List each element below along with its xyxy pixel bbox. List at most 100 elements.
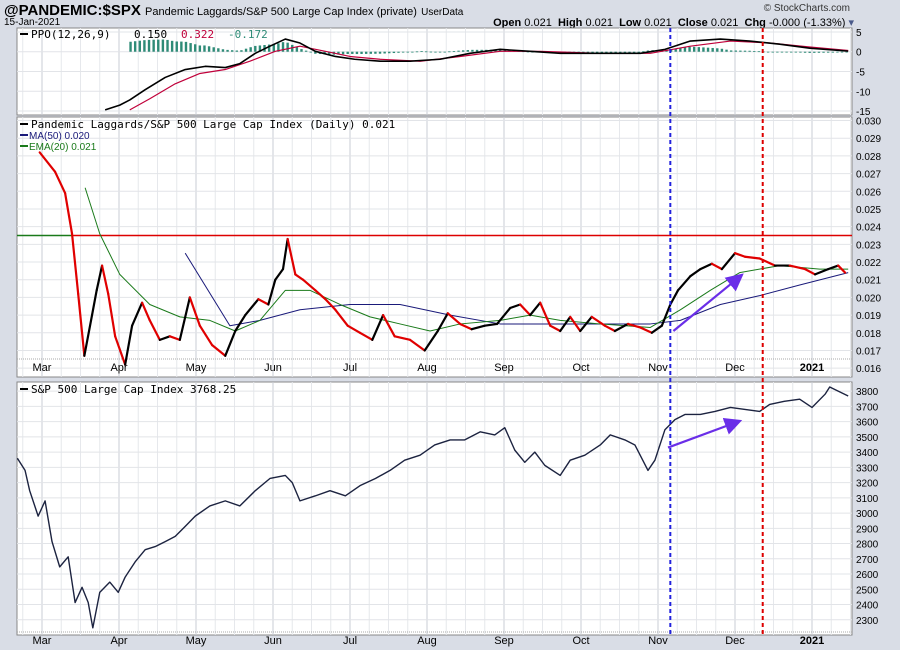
y-tick-label: 0.026 <box>856 187 881 198</box>
ratio-segment <box>267 278 277 306</box>
x-tick-label: Sep <box>494 362 514 374</box>
ma50-legend-swatch <box>20 134 28 136</box>
histogram-bar <box>337 51 340 55</box>
ratio-legend-label: Pandemic Laggards/S&P 500 Large Cap Inde… <box>31 118 395 131</box>
y-tick-label: 5 <box>856 28 862 39</box>
histogram-bar <box>360 51 363 54</box>
histogram-bar <box>341 51 345 55</box>
histogram-bar <box>235 50 239 52</box>
brand-watermark: © StockCharts.com <box>763 3 850 14</box>
histogram-bar <box>609 51 613 53</box>
ratio-segment <box>346 324 362 334</box>
spx-trend-arrow <box>667 417 743 449</box>
ema20-legend-label: EMA(20) 0.021 <box>29 142 97 153</box>
histogram-bar <box>221 49 225 52</box>
y-tick-label: 3600 <box>856 418 879 429</box>
ratio-segment <box>559 315 572 333</box>
ratio-segment <box>393 335 412 341</box>
ratio-segment <box>358 331 374 341</box>
ratio-segment <box>495 306 512 326</box>
x-tick-label: Jun <box>264 635 282 647</box>
ratio-segment <box>699 262 714 271</box>
open-label: Open <box>493 17 522 29</box>
ratio-segment <box>53 170 67 195</box>
histogram-bar <box>355 51 359 55</box>
histogram-bar <box>244 48 248 52</box>
histogram-bar <box>475 49 479 52</box>
histogram-bar <box>688 46 691 52</box>
x-tick-label: May <box>186 362 207 374</box>
histogram-bar <box>203 45 206 52</box>
histogram-bar <box>411 51 414 53</box>
ratio-segment <box>660 303 672 327</box>
chg-label: Chg <box>744 17 766 29</box>
ratio-segment <box>234 313 247 333</box>
ratio-segment <box>459 322 473 331</box>
histogram-bar <box>471 49 474 52</box>
ratio-segment <box>324 298 337 311</box>
histogram-bar <box>392 51 396 54</box>
ratio-segment <box>107 292 117 338</box>
y-tick-label: 3200 <box>856 479 879 490</box>
histogram-bar <box>632 51 636 53</box>
histogram-bar <box>378 51 382 54</box>
histogram-bar <box>309 51 312 53</box>
histogram-bar <box>147 39 151 52</box>
histogram-bar <box>642 51 645 53</box>
histogram-bar <box>739 50 742 52</box>
y-tick-label: 2400 <box>856 601 879 612</box>
histogram-bar <box>388 51 391 54</box>
high-value: 0.021 <box>585 17 613 29</box>
ratio-segment <box>483 322 499 327</box>
histogram-bar <box>614 51 617 53</box>
histogram-bar <box>605 51 608 53</box>
histogram-bar <box>397 51 400 53</box>
ratio-segment <box>689 268 702 278</box>
ratio-segment <box>669 289 680 306</box>
y-tick-label: 2900 <box>856 524 879 535</box>
histogram-bar <box>420 51 423 52</box>
y-tick-label: 0.023 <box>856 240 881 251</box>
histogram-bar <box>822 51 825 53</box>
histogram-bar <box>300 49 303 52</box>
histogram-bar <box>711 47 714 52</box>
histogram-bar <box>623 51 627 53</box>
y-tick-label: 0.020 <box>856 293 881 304</box>
ratio-segment <box>509 303 522 310</box>
histogram-bar <box>212 47 215 52</box>
ratio-segment <box>639 326 653 334</box>
ratio-segment <box>626 322 642 329</box>
ratio-segment <box>470 324 486 331</box>
ratio-segment <box>70 232 80 295</box>
histogram-bar <box>217 48 220 52</box>
y-tick-label: 2300 <box>856 616 879 627</box>
dropdown-caret-icon[interactable]: ▾ <box>848 17 854 29</box>
histogram-bar <box>254 45 257 52</box>
y-tick-label: 3500 <box>856 433 879 444</box>
histogram-bar <box>697 47 701 52</box>
histogram-bar <box>429 51 433 53</box>
ratio-legend-swatch <box>20 123 28 125</box>
histogram-bar <box>628 51 631 53</box>
y-tick-label: 0.029 <box>856 134 881 145</box>
histogram-bar <box>304 50 308 52</box>
histogram-bar <box>240 50 243 52</box>
x-tick-label: Apr <box>110 635 127 647</box>
y-tick-label: 0.019 <box>856 311 881 322</box>
histogram-bar <box>286 42 289 52</box>
histogram-bar <box>734 50 737 52</box>
open-value: 0.021 <box>524 17 552 29</box>
ppo-legend: PPO(12,26,9) 0.150 0.322 -0.172 <box>20 28 268 41</box>
histogram-bar <box>152 39 155 52</box>
ratio-segment <box>168 335 181 341</box>
ratio-segment <box>77 292 86 357</box>
histogram-bar <box>175 41 178 52</box>
ema20-legend-swatch <box>20 145 28 147</box>
histogram-bar <box>457 50 460 52</box>
histogram-bar <box>757 51 761 53</box>
histogram-bar <box>702 47 705 52</box>
x-tick-label: Nov <box>648 362 668 374</box>
ratio-segment <box>188 296 201 327</box>
y-tick-label: -5 <box>856 68 865 79</box>
ratio-segment <box>733 252 747 258</box>
